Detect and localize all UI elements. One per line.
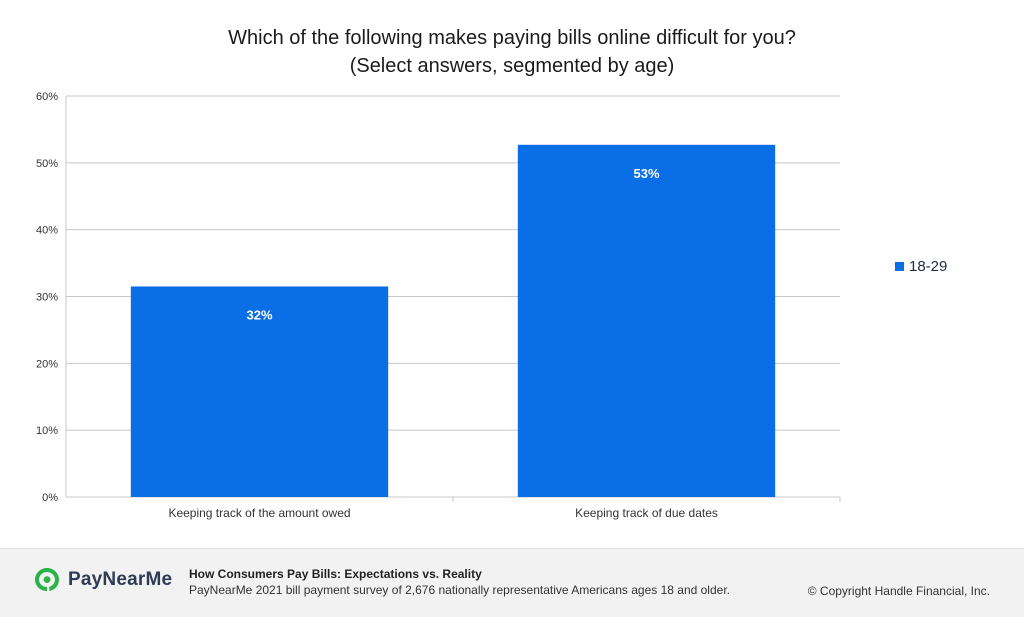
y-tick-label: 50% [36,158,58,170]
y-tick-label: 0% [42,492,58,504]
data-label: 53% [633,166,659,181]
paynearme-pin-logo-icon [35,568,59,591]
legend-swatch [895,262,904,271]
x-tick-label: Keeping track of due dates [575,506,718,520]
x-tick-label: Keeping track of the amount owed [168,506,350,520]
y-tick-label: 10% [36,425,58,437]
report-title: How Consumers Pay Bills: Expectations vs… [189,567,482,581]
chart-subtitle: (Select answers, segmented by age) [349,55,675,77]
chart-title-block: Which of the following makes paying bill… [0,24,1024,80]
data-label: 32% [246,307,272,322]
chart-title: Which of the following makes paying bill… [228,27,796,49]
report-subtitle: PayNearMe 2021 bill payment survey of 2,… [189,583,730,597]
bar [517,144,776,497]
legend: 18-29 [895,258,947,275]
copyright: © Copyright Handle Financial, Inc. [807,584,990,598]
y-tick-label: 40% [36,225,58,237]
brand-logo[interactable]: PayNearMe [34,567,172,593]
footer: PayNearMe How Consumers Pay Bills: Expec… [0,548,1024,617]
bar [130,286,389,497]
y-tick-label: 30% [36,292,58,304]
brand-name: PayNearMe [68,569,173,590]
y-tick-label: 20% [36,358,58,370]
legend-label: 18-29 [909,258,948,275]
bar-chart: 0% 10% 20% 30% 40% 50% 60% 32% Keeping track of … [36,91,841,520]
y-tick-label: 60% [36,91,58,103]
